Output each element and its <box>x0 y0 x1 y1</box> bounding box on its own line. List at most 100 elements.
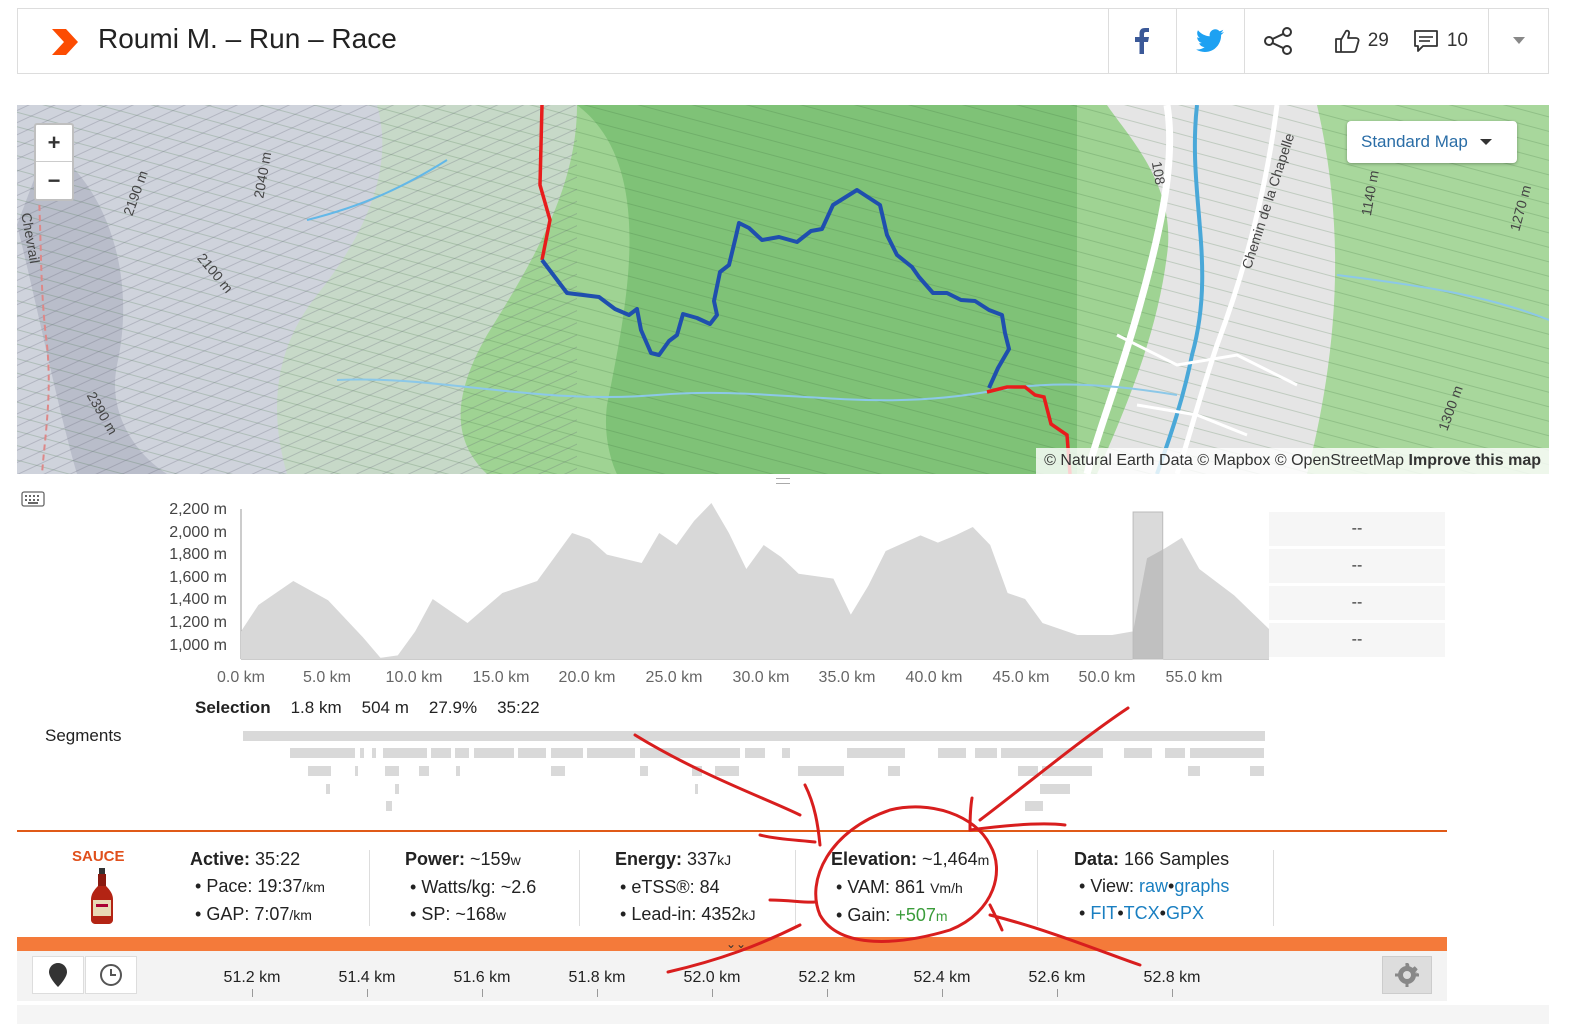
segment-bar[interactable] <box>355 766 358 776</box>
segment-bar[interactable] <box>243 731 1265 741</box>
double-chevron-down-icon[interactable]: ⌄⌄ <box>726 937 747 951</box>
segment-bar[interactable] <box>1025 801 1043 811</box>
route-map[interactable]: + − Standard Map 2190 m 2040 m 2100 m 23… <box>17 105 1549 474</box>
chevron-down-icon <box>1512 37 1525 44</box>
pace-label: • Pace: <box>195 876 253 896</box>
segment-bar[interactable] <box>456 766 460 776</box>
segment-bar[interactable] <box>975 748 997 758</box>
segment-bar[interactable] <box>326 784 330 794</box>
segment-bar[interactable] <box>888 766 900 776</box>
segment-bar[interactable] <box>938 748 966 758</box>
segment-bar[interactable] <box>782 748 790 758</box>
segment-bar[interactable] <box>383 748 427 758</box>
sauce-stats-panel: SAUCE Active: 35:22 • Pace: 19:37/km • G… <box>17 830 1447 938</box>
segment-bar[interactable] <box>386 801 392 811</box>
power-label: Power: <box>405 849 466 869</box>
zoom-in-button[interactable]: + <box>36 125 72 162</box>
x-tick-label: 20.0 km <box>558 669 616 686</box>
share-button[interactable] <box>1243 9 1312 73</box>
more-actions-button[interactable] <box>1488 9 1548 73</box>
kudos-count: 29 <box>1367 30 1389 51</box>
segment-bar[interactable] <box>372 748 376 758</box>
segment-bar[interactable] <box>798 766 844 776</box>
kudos-button[interactable]: 29 <box>1312 9 1401 73</box>
segment-bar[interactable] <box>360 748 364 758</box>
timeline-bar[interactable]: 51.2 km 51.4 km 51.6 km 51.8 km 52.0 km … <box>17 951 1447 1001</box>
selection-grade: 27.9% <box>428 698 478 717</box>
elevation-chart[interactable]: 2,200 m 2,000 m 1,800 m 1,600 m 1,400 m … <box>17 487 1549 687</box>
energy-label: Energy: <box>615 849 683 869</box>
segment-bar[interactable] <box>1165 748 1185 758</box>
resize-handle-icon[interactable] <box>776 478 790 484</box>
segment-bar[interactable] <box>745 748 765 758</box>
elevation-unit: m <box>977 852 990 868</box>
vam-unit: Vm/h <box>930 880 963 896</box>
zoom-control: + − <box>34 123 74 201</box>
segment-bar[interactable] <box>1040 784 1070 794</box>
segment-bar[interactable] <box>1190 748 1264 758</box>
segment-bar[interactable] <box>692 766 702 776</box>
x-tick-label: 5.0 km <box>302 669 352 686</box>
segment-bar[interactable] <box>395 784 399 794</box>
improve-map-link[interactable]: Improve this map <box>1408 452 1541 469</box>
segment-bar[interactable] <box>474 748 514 758</box>
segment-bar[interactable] <box>1250 766 1264 776</box>
keyboard-icon[interactable] <box>21 491 45 507</box>
vam-value: 861 <box>895 877 926 897</box>
active-value: 35:22 <box>255 849 301 869</box>
segment-bar[interactable] <box>715 766 739 776</box>
segment-bar[interactable] <box>640 748 740 758</box>
comments-count: 10 <box>1446 30 1468 51</box>
comments-button[interactable]: 10 <box>1401 9 1488 73</box>
view-raw-link[interactable]: raw <box>1139 876 1169 896</box>
power-stats: Power: ~159w • Watts/kg: ~2.6 • SP: ~168… <box>405 846 536 929</box>
view-label: • View: <box>1079 876 1135 896</box>
segment-bar[interactable] <box>1042 766 1092 776</box>
segment-bar[interactable] <box>640 766 648 776</box>
facebook-share-button[interactable] <box>1107 9 1176 73</box>
segment-bar[interactable] <box>1124 748 1152 758</box>
timeline-tick-label: 52.0 km <box>683 969 741 986</box>
selection-label: Selection <box>195 698 271 717</box>
timeline-tick-label: 51.4 km <box>338 969 396 986</box>
elevation-plot[interactable] <box>17 487 1277 687</box>
segment-bar[interactable] <box>847 748 905 758</box>
gear-icon <box>1395 963 1419 987</box>
settings-button[interactable] <box>1382 956 1432 994</box>
vam-label: • VAM: <box>836 877 890 897</box>
data-label: Data: <box>1074 849 1120 869</box>
page-footer-strip <box>17 1005 1549 1024</box>
segment-bar[interactable] <box>518 748 546 758</box>
pace-value: 19:37 <box>257 876 303 896</box>
segment-bar[interactable] <box>587 748 635 758</box>
segment-bar[interactable] <box>290 748 355 758</box>
segment-bar[interactable] <box>695 784 698 794</box>
twitter-share-button[interactable] <box>1175 9 1244 73</box>
segment-bar[interactable] <box>1018 766 1038 776</box>
segment-bar[interactable] <box>385 766 399 776</box>
selection-highlight[interactable] <box>1132 511 1164 660</box>
fit-download-link[interactable]: FIT <box>1090 903 1118 923</box>
segment-bar[interactable] <box>551 748 583 758</box>
map-pin-icon <box>49 963 67 987</box>
view-graphs-link[interactable]: graphs <box>1174 876 1230 896</box>
segment-bar[interactable] <box>1001 748 1103 758</box>
zoom-out-button[interactable]: − <box>47 167 61 193</box>
map-type-dropdown[interactable]: Standard Map <box>1347 121 1517 163</box>
gpx-download-link[interactable]: GPX <box>1165 903 1204 923</box>
segment-bar[interactable] <box>431 748 451 758</box>
segment-bar[interactable] <box>455 748 469 758</box>
tcx-download-link[interactable]: TCX <box>1123 903 1160 923</box>
gain-label: • Gain: <box>836 905 891 925</box>
y-tick-label: 1,200 m <box>169 614 227 631</box>
segment-bar[interactable] <box>551 766 565 776</box>
segment-bar[interactable] <box>1188 766 1200 776</box>
location-mode-button[interactable] <box>32 956 84 994</box>
power-value: ~159 <box>470 849 511 869</box>
energy-value: 337 <box>687 849 718 869</box>
segment-bar[interactable] <box>419 766 429 776</box>
segments-label: Segments <box>45 726 122 745</box>
y-tick-label: 1,000 m <box>169 637 227 654</box>
segment-bar[interactable] <box>308 766 331 776</box>
time-mode-button[interactable] <box>85 956 137 994</box>
